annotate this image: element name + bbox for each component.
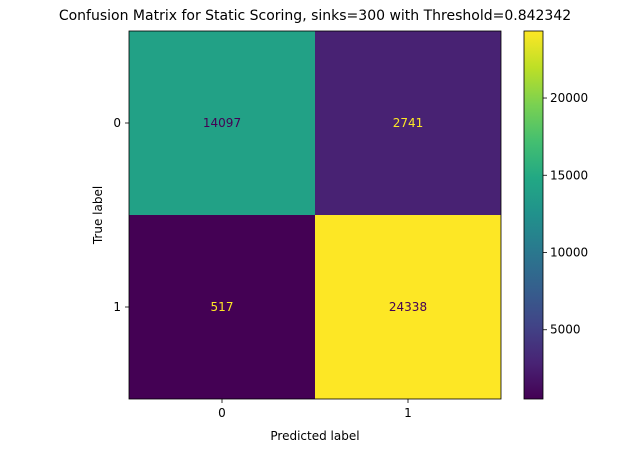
cell-value-1-0: 517 bbox=[211, 300, 234, 314]
cell-value-1-1: 24338 bbox=[389, 300, 427, 314]
y-tick-label-1: 1 bbox=[113, 300, 121, 314]
y-axis-label: True label bbox=[91, 186, 105, 245]
cell-1-0 bbox=[129, 215, 315, 399]
colorbar-tick-label-1: 10000 bbox=[550, 246, 588, 260]
cell-0-0 bbox=[129, 31, 315, 215]
cell-value-0-0: 14097 bbox=[203, 116, 241, 130]
x-tick-label-0: 0 bbox=[218, 406, 226, 420]
colorbar-tick-label-3: 20000 bbox=[550, 91, 588, 105]
x-tick-label-1: 1 bbox=[404, 406, 412, 420]
plot-frame bbox=[128, 30, 502, 400]
cell-value-0-1: 2741 bbox=[393, 116, 424, 130]
cell-1-1 bbox=[315, 215, 501, 399]
y-axis-ticks: 01 bbox=[113, 116, 129, 314]
chart-title: Confusion Matrix for Static Scoring, sin… bbox=[59, 8, 571, 24]
x-axis-label: Predicted label bbox=[270, 429, 359, 443]
colorbar-tick-label-2: 15000 bbox=[550, 168, 588, 182]
colorbar-ticks: 5000 10000 15000 20000 bbox=[543, 91, 588, 337]
cell-0-1 bbox=[315, 31, 501, 215]
y-tick-label-0: 0 bbox=[113, 116, 121, 130]
colorbar-tick-label-0: 5000 bbox=[550, 323, 581, 337]
colorbar bbox=[523, 30, 544, 400]
matrix-cells: 14097 2741 517 24338 bbox=[129, 31, 501, 399]
